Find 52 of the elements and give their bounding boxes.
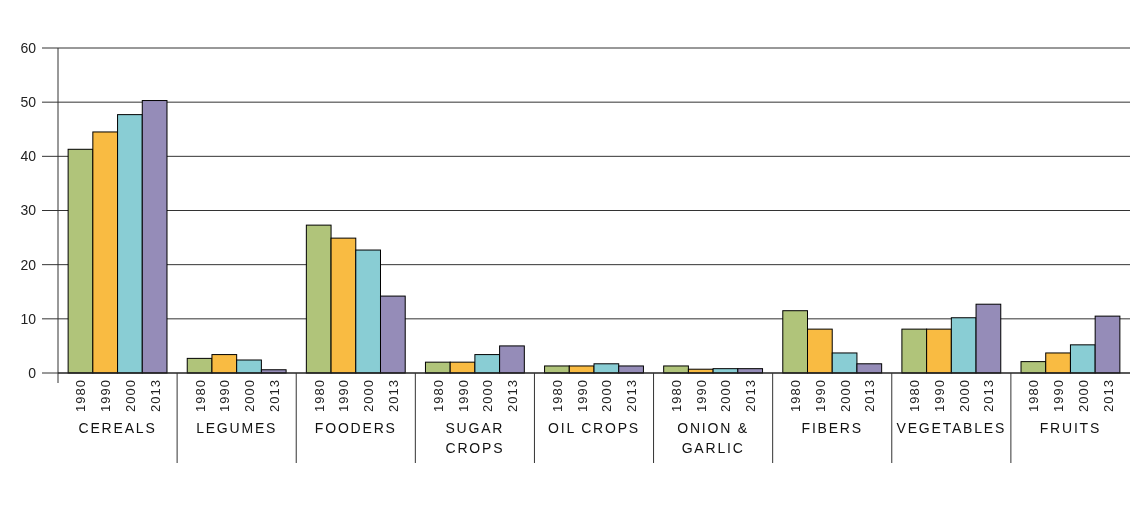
text: 2000 bbox=[242, 379, 258, 412]
text: 1990 bbox=[217, 379, 233, 412]
text: 1990 bbox=[1051, 379, 1067, 412]
y-tick-label: 20 bbox=[20, 256, 37, 273]
text: 1990 bbox=[574, 379, 590, 412]
x-tick-label: CEREALS bbox=[78, 420, 157, 436]
text: 1980 bbox=[73, 379, 89, 412]
text: 2013 bbox=[981, 379, 997, 412]
text: 2000 bbox=[361, 379, 377, 412]
x-tick-label: FRUITS bbox=[1039, 420, 1102, 436]
x-tick-label: ONION & GARLIC bbox=[677, 420, 749, 456]
text: 1980 bbox=[311, 379, 327, 412]
text: 1990 bbox=[931, 379, 947, 412]
text: 2013 bbox=[862, 379, 878, 412]
x-tick-label: LEGUMES bbox=[196, 420, 278, 436]
y-tick-label: 10 bbox=[20, 310, 37, 327]
y-tick-label: 30 bbox=[20, 202, 37, 219]
text: 1980 bbox=[907, 379, 923, 412]
text: 2013 bbox=[743, 379, 759, 412]
text: 2013 bbox=[1100, 379, 1116, 412]
text: 1990 bbox=[812, 379, 828, 412]
text: 1980 bbox=[788, 379, 804, 412]
text: 2013 bbox=[147, 379, 163, 412]
text: 2000 bbox=[122, 379, 138, 412]
text: 2000 bbox=[837, 379, 853, 412]
text: 1980 bbox=[549, 379, 565, 412]
text: 1980 bbox=[669, 379, 685, 412]
x-tick-label: FIBERS bbox=[801, 420, 863, 436]
text: 1990 bbox=[98, 379, 114, 412]
text: 1980 bbox=[1026, 379, 1042, 412]
text: 1980 bbox=[192, 379, 208, 412]
y-tick-label: 40 bbox=[20, 148, 37, 165]
text: 2013 bbox=[266, 379, 282, 412]
y-tick-label: 50 bbox=[20, 94, 37, 111]
x-tick-label: FOODERS bbox=[314, 420, 397, 436]
text: 2000 bbox=[599, 379, 615, 412]
text: 1990 bbox=[693, 379, 709, 412]
y-tick-label: 60 bbox=[20, 39, 37, 56]
text: 2000 bbox=[956, 379, 972, 412]
text: 1980 bbox=[430, 379, 446, 412]
text: 1990 bbox=[455, 379, 471, 412]
text: 2000 bbox=[1075, 379, 1091, 412]
text: 2013 bbox=[504, 379, 520, 412]
text: 2013 bbox=[624, 379, 640, 412]
text: 2000 bbox=[718, 379, 734, 412]
text: 2013 bbox=[385, 379, 401, 412]
x-tick-label: VEGETABLES bbox=[896, 420, 1007, 436]
text: 2000 bbox=[480, 379, 496, 412]
x-tick-label: SUGAR CROPS bbox=[445, 420, 505, 456]
text: 1990 bbox=[336, 379, 352, 412]
y-tick-label: 0 bbox=[28, 364, 37, 381]
x-tick-label: OIL CROPS bbox=[548, 420, 640, 436]
